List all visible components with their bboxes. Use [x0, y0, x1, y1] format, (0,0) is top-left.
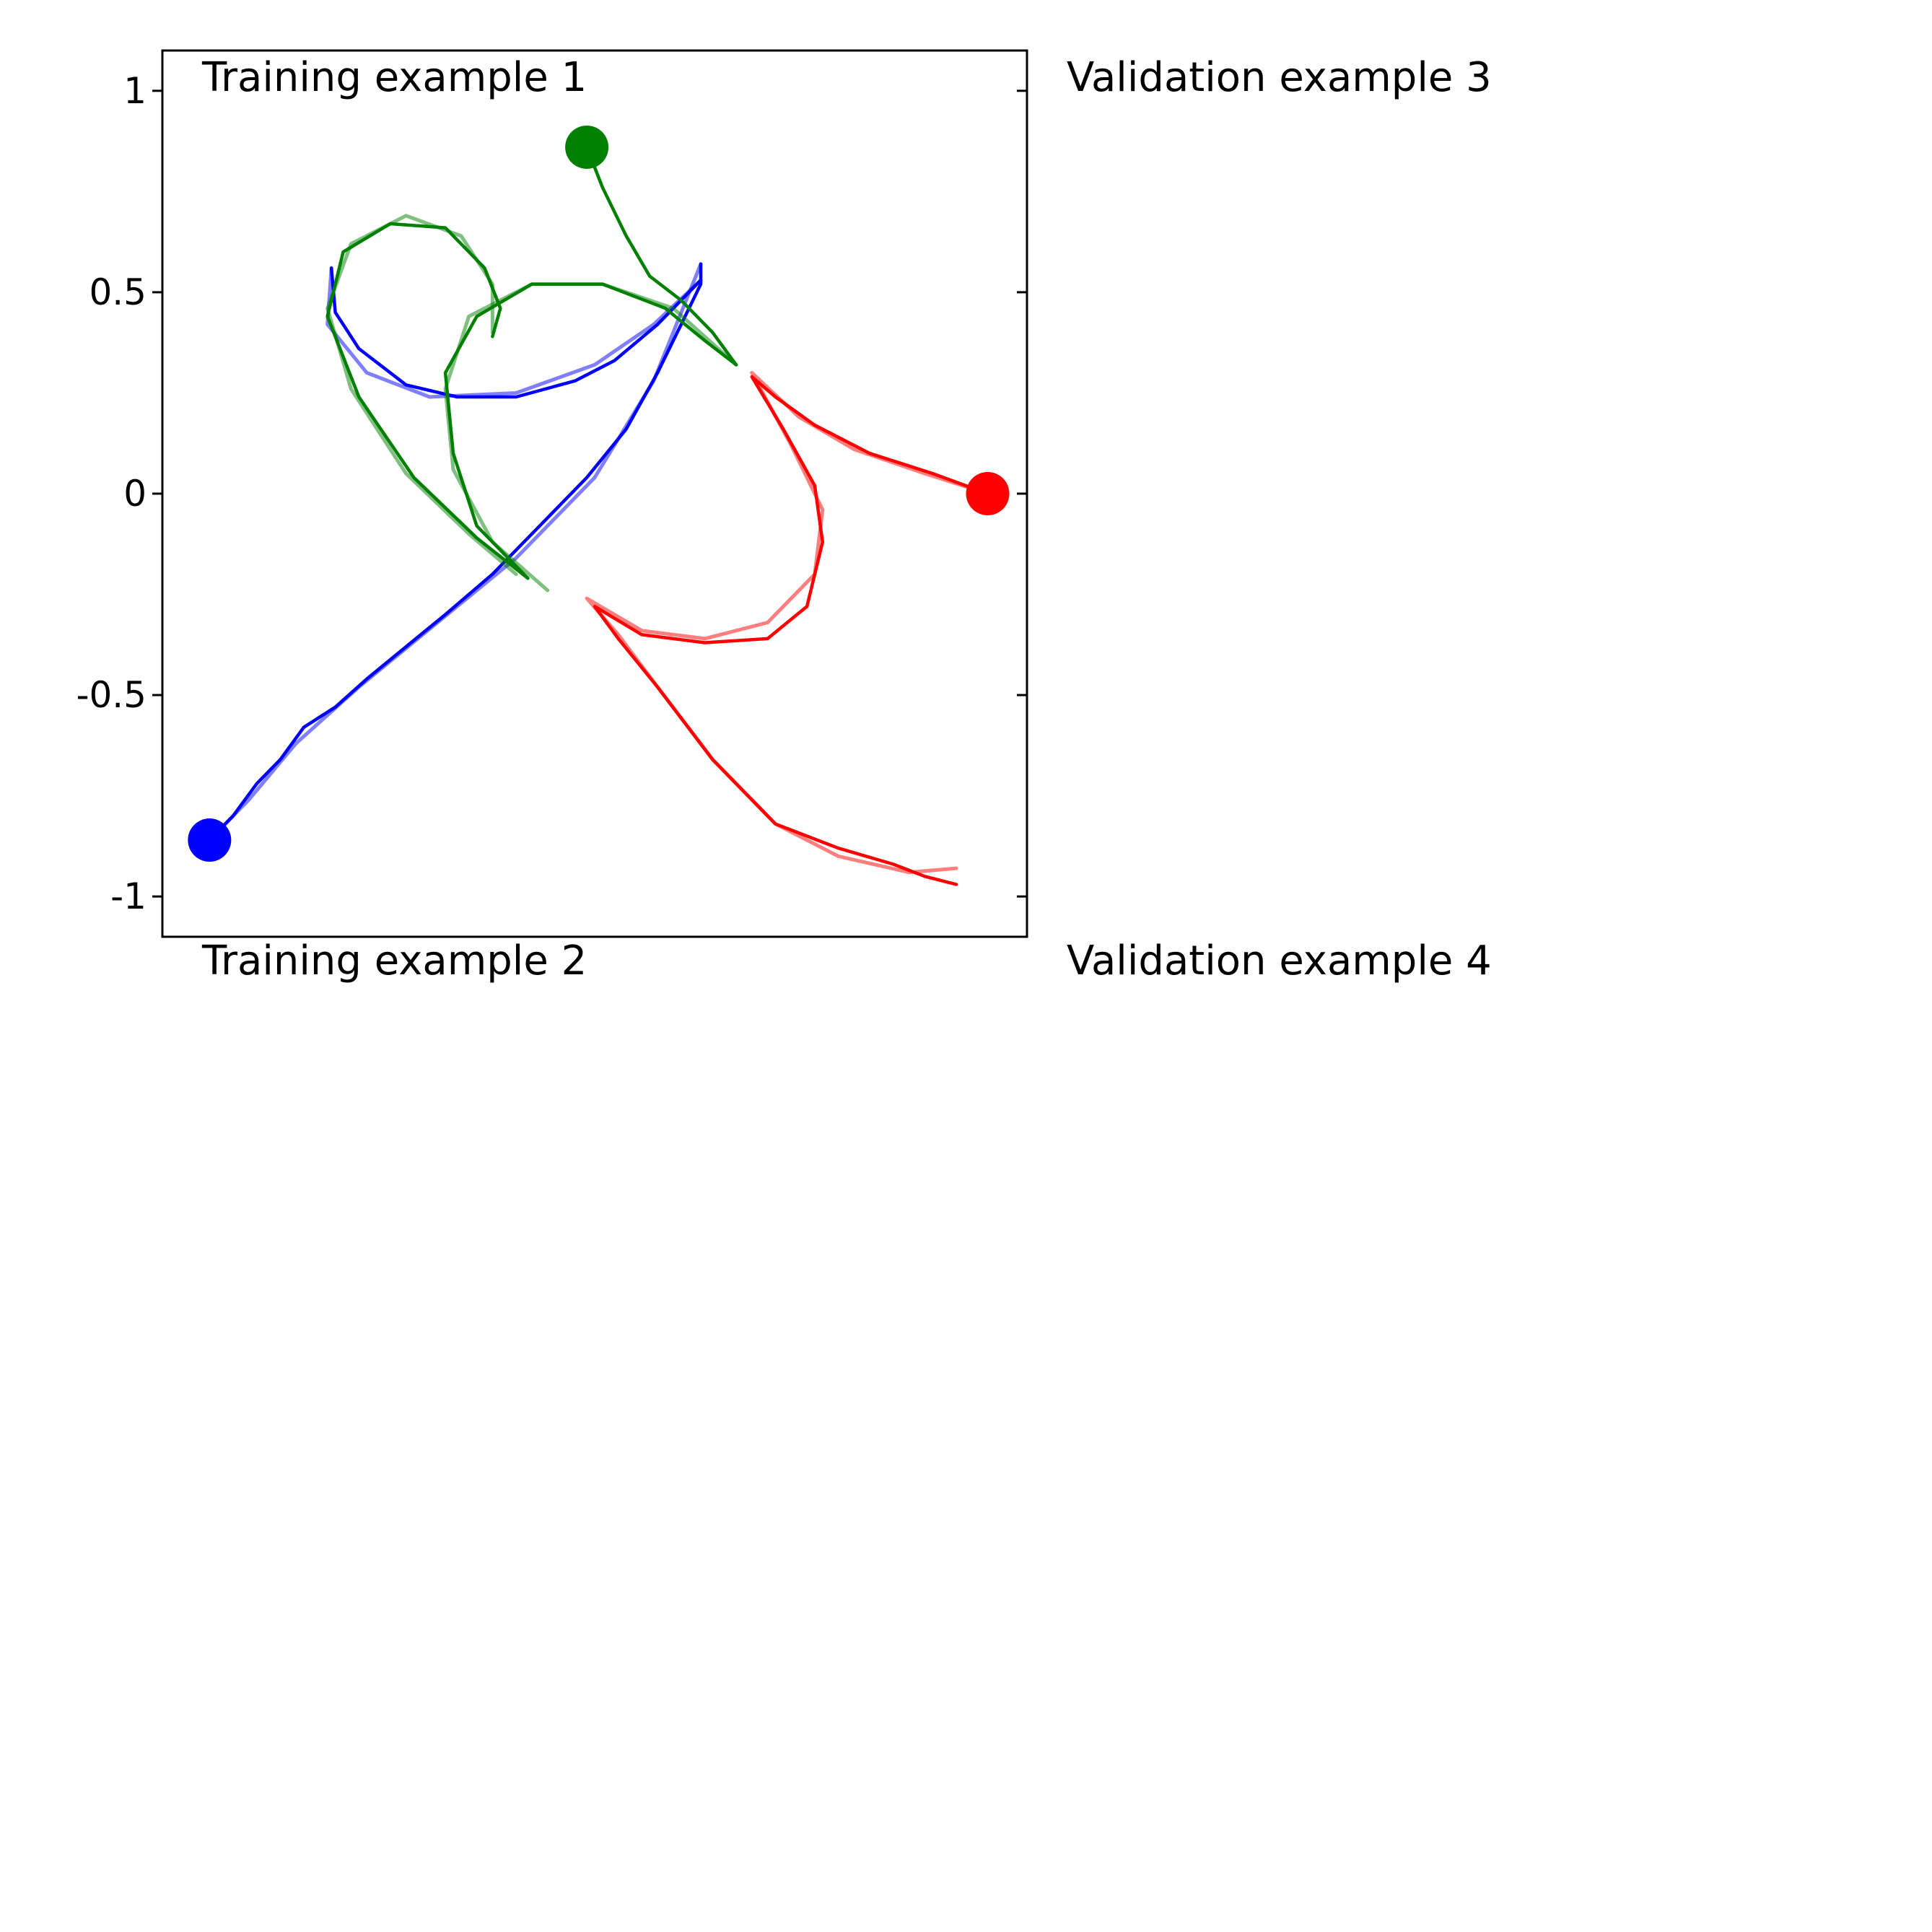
green-actual-trajectory	[585, 145, 738, 367]
axes-frame	[162, 937, 1027, 1823]
green-actual-trajectory	[1475, 272, 1617, 381]
blue-start-point	[1119, 633, 1163, 676]
green-actual-trajectory	[540, 1171, 705, 1428]
red-start-point	[1831, 472, 1874, 515]
y-tick-label: -1	[110, 875, 147, 917]
y-tick-label: 1	[123, 70, 147, 112]
panel-validation-example-4: Validation example 4	[1067, 937, 1492, 984]
green-start-point	[565, 125, 609, 169]
green-actual-trajectory	[443, 282, 738, 580]
blue-actual-trajectory	[1141, 510, 1471, 937]
axes-frame	[1027, 937, 1892, 1823]
blue-predicted-trajectory	[325, 266, 703, 399]
red-start-point	[966, 1358, 1010, 1402]
plot-area: -1 -0.5 0 0.5 1 -1 -0.5 0 0.5 1 -1 -0.5 0 0.5 1	[76, 51, 1892, 1884]
x-tick-label: 0	[1448, 1842, 1471, 1884]
blue-actual-trajectory	[329, 266, 703, 399]
x-tick-label: 0.5	[763, 1842, 821, 1884]
x-tick-label: 0.5	[1627, 1842, 1685, 1884]
blue-start-point	[200, 1455, 243, 1498]
y-tick-label: -1	[110, 1762, 147, 1804]
panel-title: Validation example 3	[1067, 54, 1492, 101]
green-predicted-trajectory	[1321, 373, 1545, 591]
red-actual-trajectory	[1483, 1311, 1853, 1436]
panel-training-example-2: Training example 2	[201, 937, 587, 984]
green-predicted-trajectory	[626, 1066, 736, 1236]
plot-area	[1127, 1090, 1874, 1573]
y-tick-label: -0.5	[76, 674, 147, 716]
blue-actual-trajectory	[222, 1388, 572, 1823]
y-tick-label: 0	[123, 1359, 147, 1401]
x-tick-label: -1	[184, 1842, 220, 1884]
panel-title: Validation example 4	[1067, 937, 1492, 984]
blue-actual-trajectory	[208, 262, 703, 842]
blue-predicted-trajectory	[222, 1384, 580, 1823]
red-start-point	[966, 472, 1010, 515]
red-actual-trajectory	[1420, 131, 1853, 494]
x-tick-label: -1	[1049, 1842, 1085, 1884]
green-predicted-trajectory	[443, 282, 738, 593]
panel-title: Training example 2	[201, 937, 587, 984]
panel-training-example-1: -1 -0.5 0 0.5 1 -1 -0.5 0 0.5 1 -1 -0.5 0 0.5 1 Trainin…	[76, 49, 1892, 1884]
red-predicted-trajectory	[1435, 99, 1585, 453]
red-predicted-trajectory	[1467, 1324, 1766, 1573]
axes-frame	[1026, 51, 1027, 937]
green-actual-trajectory	[325, 222, 530, 580]
green-start-point	[1351, 1266, 1394, 1309]
green-predicted-trajectory	[1286, 1291, 1585, 1477]
red-actual-trajectory	[593, 375, 989, 886]
y-tick-label: 1	[123, 956, 147, 998]
green-start-point	[1363, 311, 1407, 354]
y-tick-label: 0	[123, 473, 147, 515]
blue-actual-trajectory	[1149, 1235, 1436, 1477]
green-predicted-trajectory	[1475, 1477, 1562, 1557]
x-tick-label: -0.5	[1228, 1842, 1298, 1884]
blue-start-point	[1127, 1451, 1171, 1494]
axes-frame	[161, 49, 1028, 938]
red-predicted-trajectory	[618, 957, 713, 1300]
blue-start-point	[188, 818, 232, 862]
blue-predicted-trajectory	[1149, 1090, 1459, 1477]
red-start-point	[1831, 1358, 1874, 1402]
x-tick-label: -0.5	[363, 1842, 434, 1884]
x-tick-label: 1	[1841, 1842, 1864, 1884]
plot-area: -1 -0.5 0 0.5 1	[200, 937, 1892, 1884]
green-start-point	[549, 1257, 593, 1301]
panel-validation-example-3: Validation example 3	[1067, 54, 1492, 101]
x-tick-label: 1	[976, 1842, 1000, 1884]
green-actual-trajectory	[1326, 1288, 1554, 1485]
panel-title: Training example 1	[201, 54, 587, 101]
green-predicted-trajectory	[1475, 204, 1609, 357]
y-tick-label: -0.5	[76, 1560, 147, 1602]
blue-predicted-trajectory	[1141, 494, 1471, 937]
x-tick-label: 0	[583, 1842, 606, 1884]
red-actual-trajectory	[626, 961, 988, 1381]
green-actual-trajectory	[1326, 333, 1538, 567]
y-tick-label: 0.5	[89, 271, 147, 313]
green-predicted-trajectory	[516, 1339, 650, 1452]
y-tick-label: 0.5	[89, 1158, 147, 1199]
